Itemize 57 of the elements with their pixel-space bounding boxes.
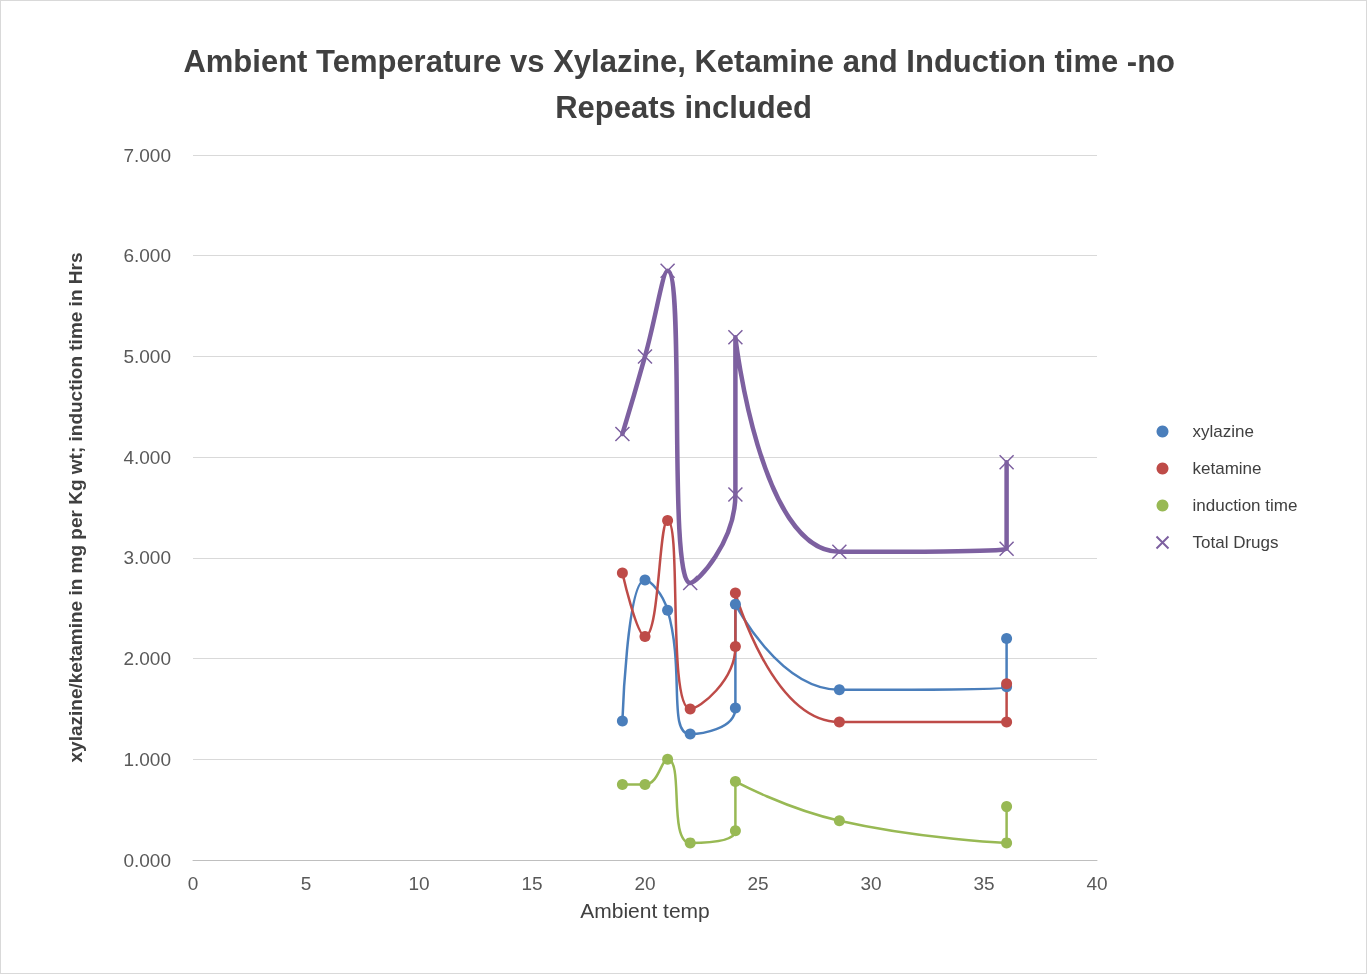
point — [662, 604, 674, 616]
y-tick-label: 1.000 — [123, 748, 171, 770]
point — [1001, 716, 1013, 728]
point — [614, 426, 631, 442]
point — [1001, 837, 1013, 849]
point — [639, 630, 651, 642]
legend-label: Total Drugs — [1192, 533, 1279, 552]
point — [616, 778, 628, 790]
point — [729, 640, 741, 652]
point — [662, 753, 674, 765]
point — [1001, 801, 1013, 813]
y-tick-label: 0.000 — [123, 849, 171, 871]
point — [998, 541, 1015, 557]
y-tick-label: 4.000 — [123, 446, 171, 468]
x-tick-label: 0 — [187, 873, 199, 894]
legend-label: ketamine — [1192, 459, 1262, 478]
x-tick-label: 15 — [521, 873, 543, 894]
point — [729, 598, 741, 610]
x-axis-title: Ambient temp — [580, 899, 710, 922]
point — [831, 544, 848, 560]
point — [1001, 632, 1013, 644]
point — [639, 574, 651, 586]
point — [637, 348, 653, 365]
x-tick-label: 10 — [408, 873, 430, 894]
point — [684, 728, 696, 740]
legend-label: xylazine — [1192, 422, 1254, 441]
point — [729, 702, 741, 714]
chart-title: Ambient Temperature vs Xylazine, Ketamine and Induction time -no Repeats included — [183, 43, 1184, 125]
point — [833, 684, 845, 696]
point — [684, 703, 696, 715]
point — [729, 775, 741, 787]
x-tick-label: 30 — [860, 873, 882, 894]
point — [833, 815, 845, 827]
point — [998, 454, 1015, 470]
point — [639, 778, 651, 790]
point — [616, 567, 628, 579]
y-tick-label: 2.000 — [123, 648, 171, 670]
point — [727, 329, 744, 346]
y-tick-label: 7.000 — [123, 144, 171, 166]
y-tick-label: 5.000 — [123, 345, 171, 367]
point — [616, 715, 628, 727]
y-tick-label: 3.000 — [123, 547, 171, 569]
x-tick-label: 5 — [300, 873, 312, 894]
point — [729, 825, 741, 837]
x-tick-label: 20 — [634, 873, 656, 894]
x-tick-label: 40 — [1086, 873, 1108, 894]
legend-label: induction time — [1192, 496, 1298, 515]
point — [729, 587, 741, 599]
point — [662, 515, 674, 527]
point — [833, 716, 845, 728]
x-tick-label: 35 — [973, 873, 995, 894]
point — [684, 837, 696, 849]
point — [727, 486, 744, 503]
point — [659, 263, 676, 279]
y-axis-title: xylazine/ketamine in mg per Kg wt; induction time in Hrs — [65, 252, 86, 763]
x-tick-label: 25 — [747, 873, 769, 894]
y-tick-label: 6.000 — [123, 245, 171, 267]
